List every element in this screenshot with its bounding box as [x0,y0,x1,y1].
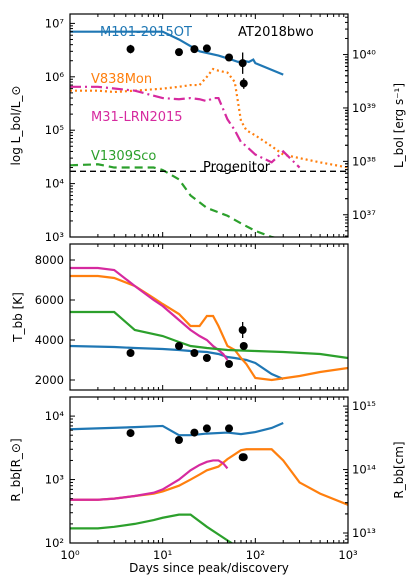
plot-axes [69,13,349,544]
panel-luminosity-lines [70,30,348,237]
series-line-v1309sco [70,163,277,237]
datapoint-temperature [225,360,234,368]
datapoint-radius [225,424,234,433]
series-label: M31-LRN2015 [91,110,183,125]
datapoint-luminosity [239,79,248,88]
y-tick-label: 8000 [35,253,64,267]
y-axis-title-luminosity: log L_bol/L_⊙ [9,86,23,166]
y-axis-title-radius: R_bb[R_⊙] [9,438,23,501]
y-tick-label: 2000 [35,373,64,387]
x-axis-title: Days since peak/discovery [129,561,289,575]
datapoint-temperature [202,354,211,362]
datapoint-radius [126,429,135,438]
datapoint-luminosity [126,45,135,54]
y-right-tick-label: 10⁴⁰ [352,48,376,62]
panel-radius-lines [70,421,348,543]
panel-radius-points [126,424,248,462]
series-label: Progenitor [203,160,271,175]
datapoint-radius [202,424,211,433]
plot-text: 10³ 10⁴ 10⁵ 10⁶ 10⁷ 10³⁷ 10³⁸ 10³⁹ 10⁴⁰ log L_bol… [9,16,406,575]
y-tick-label: 4000 [35,333,64,347]
series-label: V1309Sco [91,149,156,164]
series-line-v838mon [70,274,348,382]
series-label: AT2018bwo [238,25,314,40]
x-tick-label: 10² [246,548,265,562]
panel-frame-luminosity [69,13,349,238]
x-tick-label: 10¹ [153,548,172,562]
y-right-tick-label: 10³⁸ [352,154,376,168]
y-tick-label: 6000 [35,293,64,307]
datapoint-temperature [239,342,248,350]
y-right-tick-label: 10¹⁴ [352,463,376,477]
y-tick-label: 10³ [45,473,65,487]
y-right-axis-title-radius: R_bb[cm] [392,441,406,498]
y-tick-label: 10² [45,536,64,550]
series-line-v1309sco [70,310,348,360]
plot-points [126,44,248,462]
series-line-v838mon [70,448,348,506]
y-right-tick-label: 10¹⁵ [352,399,376,413]
datapoint-luminosity [174,48,183,57]
series-line-m31-lrn2015 [70,459,229,501]
series-line-m101-2015ot [70,421,284,437]
series-line-v1309sco [70,513,234,543]
datapoint-temperature [190,349,199,357]
x-tick-label: 10³ [338,548,358,562]
y-tick-label: 10³ [45,230,65,244]
y-tick-label: 10⁴ [45,177,65,191]
y-tick-label: 10⁵ [45,123,65,137]
x-tick-label: 10⁰ [60,548,80,562]
y-right-axis-title-luminosity: L_bol [erg s⁻¹] [392,83,406,168]
datapoint-temperature [174,342,183,350]
series-line-v838mon [70,67,348,169]
y-tick-label: 10⁶ [45,70,65,84]
series-line-m31-lrn2015 [70,85,301,169]
datapoint-luminosity [238,59,247,68]
panel-temperature-lines [70,266,348,382]
y-right-tick-label: 10³⁷ [352,208,376,222]
series-label: V838Mon [91,72,152,87]
panel-temperature-points [126,322,248,368]
plot-lines [70,30,348,543]
panel-frame-temperature [69,243,349,391]
y-tick-label: 10⁴ [45,409,65,423]
datapoint-luminosity [225,53,234,62]
series-label: M101-2015OT [100,25,192,40]
datapoint-radius [174,436,183,445]
series-line-m101-2015ot [70,344,284,381]
panel-luminosity-points [126,44,248,89]
y-right-tick-label: 10¹³ [352,526,376,540]
datapoint-temperature [238,326,247,334]
datapoint-radius [190,428,199,437]
datapoint-luminosity [202,44,211,53]
datapoint-luminosity [190,45,199,54]
datapoint-temperature [126,349,135,357]
y-tick-label: 10⁷ [45,16,65,30]
datapoint-radius [239,453,248,462]
y-axis-title-temperature: T_bb [K] [11,292,25,343]
y-right-tick-label: 10³⁹ [352,101,376,115]
